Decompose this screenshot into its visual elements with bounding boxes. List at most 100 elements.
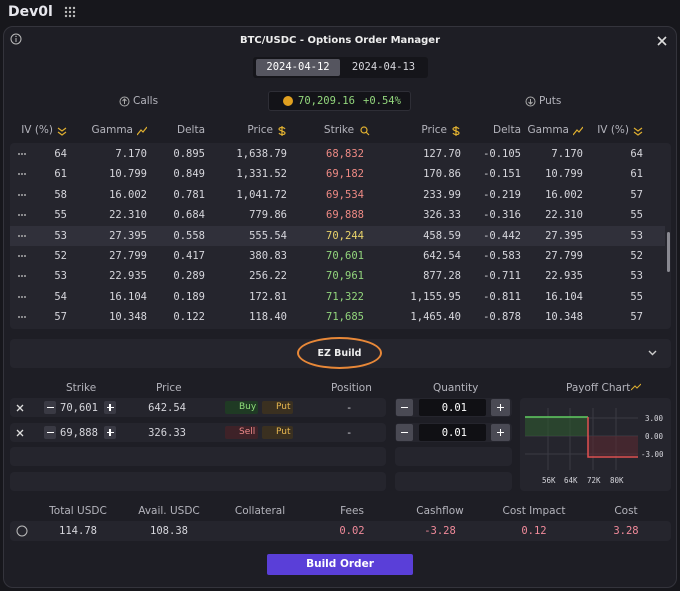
chain-cell[interactable]: 10.348 <box>109 311 147 324</box>
chain-cell[interactable]: 27.799 <box>109 250 147 262</box>
row-menu-dot[interactable] <box>24 234 26 237</box>
chain-cell[interactable]: 10.799 <box>545 168 583 181</box>
chain-cell[interactable]: 0.289 <box>173 270 205 283</box>
row-menu-dot[interactable] <box>21 193 23 196</box>
chain-cell[interactable]: 27.799 <box>545 250 583 262</box>
chain-cell[interactable]: 0.849 <box>173 168 205 181</box>
chain-cell[interactable]: 53 <box>54 229 67 242</box>
qty-value[interactable]: 0.01 <box>441 402 467 414</box>
chain-cell[interactable]: 16.104 <box>545 290 583 303</box>
chain-cell[interactable]: -0.219 <box>483 188 521 201</box>
minus-button[interactable] <box>44 401 56 414</box>
row-menu-dot[interactable] <box>21 255 23 257</box>
row-menu-dot[interactable] <box>18 214 20 217</box>
apps-icon[interactable] <box>64 6 76 18</box>
chain-cell[interactable]: 877.28 <box>423 270 461 283</box>
row-menu-dot[interactable] <box>24 173 26 176</box>
brand[interactable]: Dev0l <box>8 4 53 20</box>
chain-cell[interactable]: 10.799 <box>109 168 147 181</box>
chain-cell[interactable]: 69,888 <box>326 209 364 222</box>
row-menu-dot[interactable] <box>24 255 26 257</box>
expand-icon[interactable] <box>648 350 657 356</box>
chain-cell[interactable]: 642.54 <box>423 250 461 262</box>
chain-cell[interactable]: -0.583 <box>483 250 521 262</box>
remove-leg[interactable] <box>16 404 24 412</box>
expiry-tab[interactable]: 2024-04-13 <box>351 61 416 73</box>
sort-icon[interactable] <box>451 126 461 136</box>
chain-cell[interactable]: 69,534 <box>326 188 364 201</box>
chain-cell[interactable]: 55 <box>630 209 643 222</box>
chain-cell[interactable]: 0.189 <box>173 290 205 303</box>
side-label[interactable]: Sell <box>239 427 256 437</box>
chain-cell[interactable]: 0.122 <box>173 311 205 324</box>
row-menu-dot[interactable] <box>18 153 20 155</box>
kind-tag[interactable] <box>262 401 293 414</box>
chain-cell[interactable]: 555.54 <box>249 229 287 242</box>
chain-cell[interactable]: 1,331.52 <box>236 168 287 181</box>
chain-cell[interactable]: 233.99 <box>423 188 461 201</box>
chain-cell[interactable]: -0.316 <box>483 209 521 222</box>
row-menu-dot[interactable] <box>21 173 23 176</box>
row-menu-dot[interactable] <box>24 275 26 278</box>
chain-cell[interactable]: 53 <box>630 270 643 283</box>
chain-cell[interactable]: 458.59 <box>423 229 461 242</box>
info-icon[interactable] <box>10 33 22 45</box>
row-menu-dot[interactable] <box>24 193 26 196</box>
sort-icon[interactable] <box>573 126 583 136</box>
sort-icon[interactable] <box>277 126 287 136</box>
row-menu-dot[interactable] <box>21 295 23 298</box>
chain-cell[interactable]: 64 <box>630 148 643 160</box>
chain-cell[interactable]: 118.40 <box>249 311 287 324</box>
chain-cell[interactable]: 57 <box>54 311 67 324</box>
row-menu-dot[interactable] <box>18 234 20 237</box>
chain-row-highlight[interactable] <box>10 225 665 246</box>
chain-cell[interactable]: 0.895 <box>173 148 205 160</box>
chain-cell[interactable]: 380.83 <box>249 250 287 262</box>
chain-cell[interactable]: 22.310 <box>109 209 147 222</box>
row-menu-dot[interactable] <box>21 316 23 319</box>
chain-cell[interactable]: -0.811 <box>483 290 521 303</box>
row-menu-dot[interactable] <box>21 153 23 155</box>
chain-cell[interactable]: 1,041.72 <box>236 188 287 201</box>
plus-button[interactable] <box>104 426 116 439</box>
row-menu-dot[interactable] <box>21 214 23 217</box>
chain-cell[interactable]: 68,832 <box>326 148 364 160</box>
chain-cell[interactable]: 55 <box>54 209 67 222</box>
qty-minus[interactable] <box>396 424 413 441</box>
row-menu-dot[interactable] <box>24 153 26 155</box>
chain-cell[interactable]: -0.442 <box>483 229 521 242</box>
kind-label[interactable]: Put <box>276 427 291 437</box>
sort-icon[interactable] <box>360 126 370 136</box>
chain-cell[interactable]: 71,685 <box>326 311 364 324</box>
chain-cell[interactable]: 22.935 <box>109 270 147 283</box>
chain-cell[interactable]: 0.558 <box>173 229 205 242</box>
chain-cell[interactable]: 52 <box>54 250 67 262</box>
qty-input[interactable] <box>419 424 486 441</box>
qty-plus[interactable] <box>491 399 510 416</box>
sort-icon[interactable] <box>633 126 643 136</box>
expiry-tab-active[interactable]: 2024-04-12 <box>256 59 340 76</box>
chain-cell[interactable]: 779.86 <box>249 209 287 222</box>
chain-cell[interactable]: 27.395 <box>545 229 583 242</box>
chain-cell[interactable]: 16.002 <box>109 188 147 201</box>
chain-cell[interactable]: 55 <box>630 290 643 303</box>
remove-leg[interactable] <box>16 429 24 437</box>
side-tag[interactable] <box>225 401 258 414</box>
kind-label[interactable]: Put <box>276 402 291 412</box>
chain-cell[interactable]: 52 <box>630 250 643 262</box>
row-menu-dot[interactable] <box>18 275 20 278</box>
chain-cell[interactable]: 22.310 <box>545 209 583 222</box>
row-menu-dot[interactable] <box>18 173 20 176</box>
minus-button[interactable] <box>44 426 56 439</box>
qty-value[interactable]: 0.01 <box>441 427 467 439</box>
chain-cell[interactable]: 7.170 <box>115 148 147 160</box>
chain-cell[interactable]: 1,465.40 <box>410 311 461 324</box>
row-menu-dot[interactable] <box>21 234 23 237</box>
qty-input[interactable] <box>419 399 486 416</box>
chain-cell[interactable]: 172.81 <box>249 290 287 303</box>
chain-cell[interactable]: 71,322 <box>326 290 364 303</box>
chain-cell[interactable]: 1,638.79 <box>236 148 287 160</box>
chain-cell[interactable]: 27.395 <box>109 229 147 242</box>
row-menu-dot[interactable] <box>18 255 20 257</box>
chain-cell[interactable]: 10.348 <box>545 311 583 324</box>
